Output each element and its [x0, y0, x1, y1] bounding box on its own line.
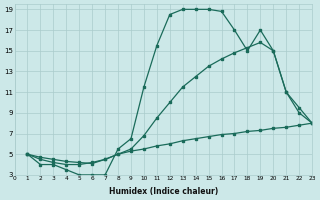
X-axis label: Humidex (Indice chaleur): Humidex (Indice chaleur) [109, 187, 218, 196]
